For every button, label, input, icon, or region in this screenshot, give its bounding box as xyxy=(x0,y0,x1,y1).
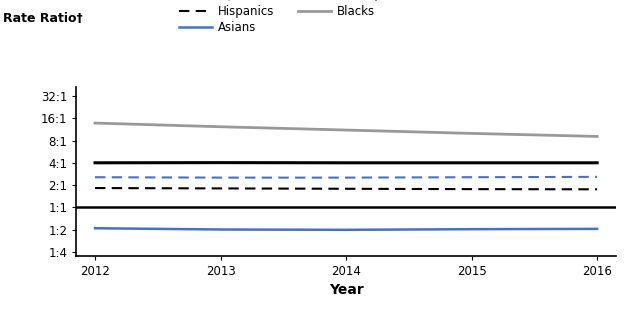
Legend: AI/AN‡, Hispanics, Asians, NHOPI‡, Blacks: AI/AN‡, Hispanics, Asians, NHOPI‡, Black… xyxy=(179,0,380,34)
Text: Rate Ratio†: Rate Ratio† xyxy=(3,12,83,26)
X-axis label: Year: Year xyxy=(329,283,363,297)
